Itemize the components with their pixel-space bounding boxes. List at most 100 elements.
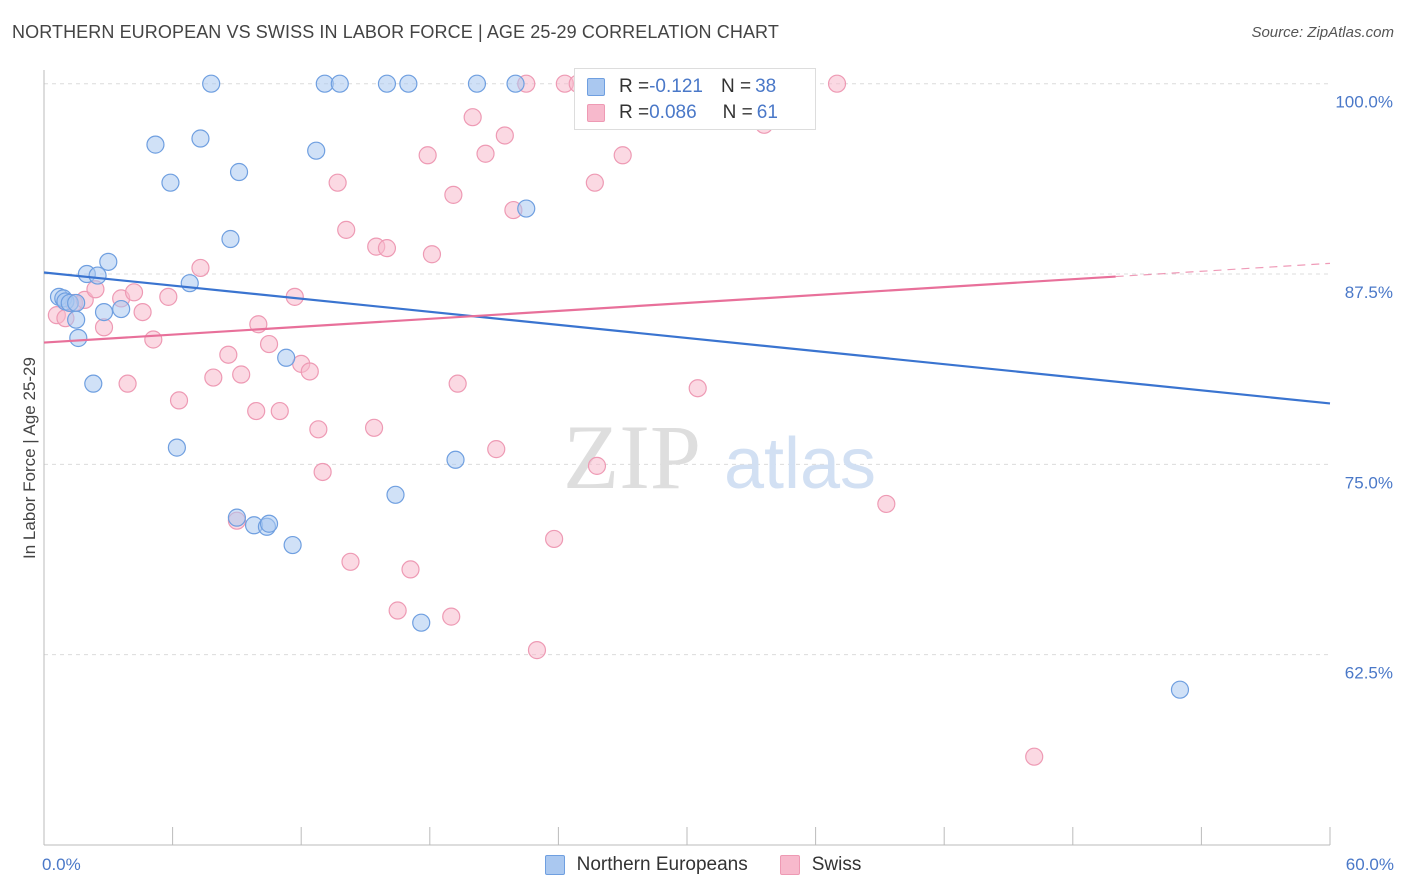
tick-label-layer: 100.0% 87.5% 75.0% 62.5% 0.0% 60.0% [42, 93, 1394, 874]
x-tick-label: 60.0% [1346, 855, 1394, 874]
swiss-point [337, 220, 356, 239]
northern-european-point [88, 266, 107, 285]
swiss-trend-line-extension [1115, 262, 1331, 278]
legend-item-swiss[interactable]: Swiss [779, 854, 862, 876]
northern-european-point [277, 348, 296, 367]
n-label: N = [720, 76, 752, 97]
trend-layer [43, 262, 1331, 405]
axis-layer [43, 70, 1331, 846]
swiss-point [587, 456, 607, 475]
northern-european-point [377, 74, 397, 93]
y-tick-label: 62.5% [1345, 664, 1393, 683]
watermark-atlas: atlas [724, 424, 876, 504]
northern-european-point [330, 74, 349, 93]
stats-row-swiss: R = 0.086 N = 61 [587, 100, 778, 126]
watermark: ZIP atlas [563, 406, 876, 508]
swiss-point [169, 391, 189, 410]
swiss-point [444, 185, 463, 204]
northern-european-point [202, 74, 221, 93]
northern-european-point [227, 508, 246, 527]
northern-european-point [67, 293, 86, 313]
swiss-point [1025, 747, 1044, 766]
swiss-point [133, 302, 152, 322]
northern-european-point [146, 135, 165, 154]
n-value: 61 [756, 102, 778, 123]
northern-european-point [399, 74, 418, 93]
northern-european-point [386, 485, 405, 504]
northern-european-point [84, 374, 103, 393]
swiss-point [364, 418, 384, 437]
northern-european-point [180, 274, 199, 293]
swiss-point [487, 440, 506, 459]
northern-european-point [517, 199, 536, 218]
northern-european-point [283, 535, 302, 555]
northern-european-point [94, 302, 114, 322]
swiss-point [313, 462, 332, 482]
northern-european-point [229, 162, 249, 182]
swiss-point [191, 258, 210, 278]
northern-european-point [112, 299, 131, 319]
swiss-point [388, 601, 407, 620]
r-label: R = [619, 76, 650, 97]
watermark-zip: ZIP [563, 406, 701, 508]
northern-european-point [167, 438, 186, 457]
n-label: N = [722, 102, 753, 123]
swiss-point [377, 239, 397, 258]
swiss-point [259, 334, 279, 354]
legend-swatch-blue [544, 855, 565, 875]
points-layer [47, 74, 1190, 766]
series-legend: Northern Europeans Swiss [0, 851, 1406, 879]
swiss-point [545, 529, 564, 549]
swiss-point [688, 379, 707, 398]
swiss-point [232, 365, 251, 384]
swiss-point [124, 283, 144, 302]
n-value: 38 [755, 76, 777, 97]
swiss-point [159, 287, 178, 306]
swiss-point [219, 345, 238, 364]
swiss-point [144, 330, 163, 349]
swiss-point [422, 245, 442, 264]
northern-european-point [191, 129, 210, 148]
swiss-point [877, 494, 896, 514]
northern-european-point [259, 514, 279, 533]
swiss-point [585, 173, 604, 192]
northern-european-point [221, 229, 240, 249]
swiss-point [442, 607, 461, 626]
swiss-point [495, 126, 514, 145]
northern-european-point [1170, 680, 1190, 699]
swiss-trend-line [43, 275, 1116, 344]
northern-european-point [467, 74, 487, 93]
y-tick-label: 75.0% [1345, 473, 1393, 492]
stats-row-northern-europeans: R = -0.121 N = 38 [587, 74, 776, 100]
swiss-point [94, 318, 114, 337]
swatch-pink [587, 104, 605, 122]
legend-label: Swiss [811, 854, 862, 875]
chart-title: NORTHERN EUROPEAN VS SWISS IN LABOR FORC… [12, 22, 779, 42]
swiss-point [463, 108, 482, 127]
legend-item-northern-europeans[interactable]: Northern Europeans [544, 854, 748, 876]
stats-legend: R = -0.121 N = 38 R = 0.086 N = 61 [574, 68, 816, 130]
r-label: R = [619, 102, 650, 123]
swiss-point [401, 560, 420, 579]
swiss-point [204, 368, 223, 387]
northern-european-point [446, 450, 465, 469]
x-tick-label: 0.0% [42, 855, 81, 874]
swiss-point [448, 374, 467, 393]
swiss-point [527, 641, 547, 660]
northern-european-trend-line [43, 271, 1331, 405]
swiss-point [827, 74, 847, 93]
swiss-point [613, 146, 632, 165]
y-axis-label: In Labor Force | Age 25-29 [20, 357, 39, 559]
swiss-point [476, 144, 495, 163]
y-tick-label: 87.5% [1345, 283, 1393, 302]
northern-european-point [99, 252, 118, 271]
swiss-point [418, 146, 437, 165]
swiss-point [270, 401, 289, 421]
swiss-point [341, 552, 360, 571]
swiss-point [328, 173, 347, 192]
legend-swatch-pink [779, 855, 800, 875]
northern-european-point [307, 141, 326, 160]
swiss-point [300, 362, 319, 381]
r-value: -0.121 [649, 76, 703, 97]
swiss-point [309, 420, 328, 439]
